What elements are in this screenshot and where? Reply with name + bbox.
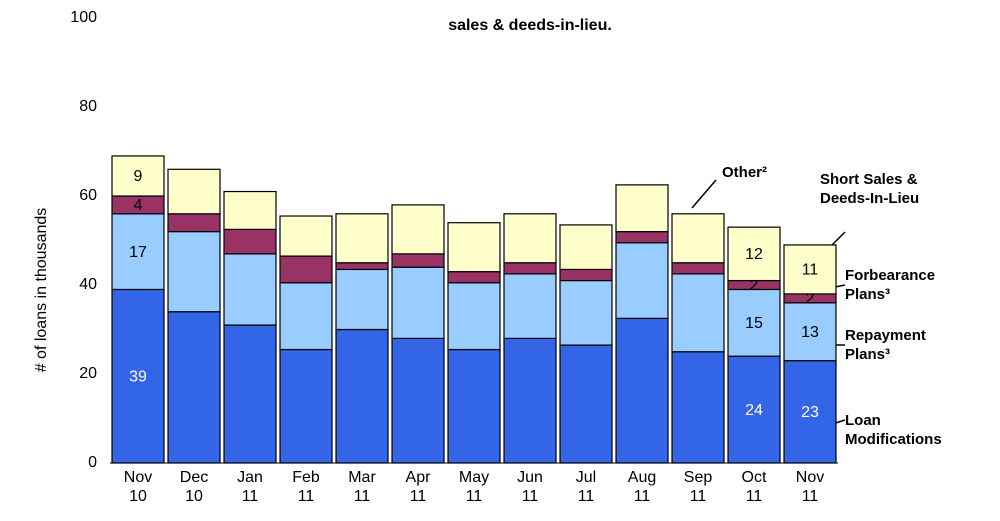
- bar-segment: [223, 253, 277, 326]
- bar-segment: [335, 262, 389, 271]
- bar-segment: [503, 273, 557, 340]
- legend-label: Forbearance Plans³: [845, 267, 936, 303]
- data-label: 2: [806, 291, 815, 308]
- bar-segment: [559, 224, 613, 271]
- x-tick-label: Feb 11: [292, 469, 320, 505]
- bar-segment: [167, 168, 221, 215]
- bar-segment: [279, 255, 333, 284]
- bar-segment: [391, 204, 445, 255]
- bar-segment: [671, 351, 725, 464]
- bar-segment: [111, 213, 165, 291]
- bar-segment: [167, 231, 221, 313]
- bar-segment: [447, 348, 501, 464]
- y-tick-label: 100: [70, 9, 97, 26]
- chart-title: sales & deeds-in-lieu.: [448, 17, 612, 34]
- bar-segment: [279, 282, 333, 351]
- bar-segment: [111, 155, 165, 197]
- data-label: 17: [129, 244, 147, 261]
- x-tick-label: Oct 11: [741, 469, 767, 505]
- bar-segment: [391, 253, 445, 268]
- data-label: 15: [745, 315, 763, 332]
- bar-segment: [615, 184, 669, 233]
- x-tick-label: Jan 11: [237, 469, 263, 505]
- legend-label: Loan Modifications: [845, 412, 942, 448]
- x-tick-label: Mar 11: [348, 469, 376, 505]
- bar-segment: [783, 244, 837, 295]
- legend-label: Short Sales & Deeds-In-Lieu: [820, 171, 920, 207]
- bar-segment: [335, 328, 389, 464]
- data-label: 2: [750, 277, 759, 294]
- bar-segment: [447, 271, 501, 284]
- bar-segment: [727, 226, 781, 282]
- arrow: [691, 179, 717, 209]
- x-tick-label: Dec 10: [179, 469, 209, 505]
- legend-label: Repayment Plans³: [845, 327, 926, 363]
- x-tick-label: Jul 11: [575, 469, 597, 505]
- data-label: 9: [134, 168, 143, 185]
- bar-segment: [503, 213, 557, 264]
- bar-segment: [727, 355, 781, 464]
- bar-segment: [223, 228, 277, 255]
- bar-segment: [783, 360, 837, 464]
- y-tick-label: 20: [79, 365, 97, 382]
- data-label: 23: [801, 404, 819, 421]
- y-tick-label: 0: [88, 454, 97, 471]
- bar-segment: [615, 242, 669, 319]
- bar-segment: [279, 348, 333, 464]
- bar-segment: [671, 262, 725, 275]
- bar-segment: [503, 262, 557, 275]
- bar-segment: [447, 222, 501, 273]
- x-tick-label: Apr 11: [405, 469, 431, 505]
- bar-segment: [559, 268, 613, 282]
- x-tick-label: Jun 11: [517, 469, 543, 505]
- data-label: 12: [745, 246, 763, 263]
- bar-segment: [671, 213, 725, 264]
- bar-segment: [783, 302, 837, 362]
- bar-segment: [167, 311, 221, 464]
- y-tick-label: 60: [79, 187, 97, 204]
- x-tick-label: Nov 11: [795, 469, 825, 505]
- x-tick-label: May 11: [458, 469, 490, 505]
- bar-segment: [335, 268, 389, 331]
- data-label: 13: [801, 324, 819, 341]
- bar-segment: [447, 282, 501, 351]
- x-tick-label: Aug 11: [627, 469, 657, 505]
- data-label: 39: [129, 368, 147, 385]
- bar-segment: [167, 213, 221, 233]
- bar-segment: [391, 337, 445, 464]
- bar-segment: [615, 317, 669, 464]
- x-tick-label: Nov 10: [123, 469, 153, 505]
- y-tick-label: 40: [79, 276, 97, 293]
- x-tick-label: Sep 11: [683, 469, 713, 505]
- bar-segment: [335, 213, 389, 264]
- data-label: 4: [134, 197, 143, 214]
- y-axis-label: # of loans in thousands: [33, 208, 50, 373]
- y-tick-label: 80: [79, 98, 97, 115]
- data-label: 11: [802, 262, 819, 279]
- bar-segment: [615, 231, 669, 244]
- bar-segment: [279, 215, 333, 257]
- annotation: Other²: [722, 164, 767, 181]
- bar-segment: [559, 279, 613, 346]
- bar-segment: [559, 344, 613, 464]
- bar-segment: [671, 273, 725, 353]
- data-label: 24: [745, 402, 763, 419]
- bar-segment: [223, 324, 277, 464]
- bar-segment: [391, 266, 445, 340]
- bar-segment: [223, 190, 277, 230]
- bar-segment: [503, 337, 557, 464]
